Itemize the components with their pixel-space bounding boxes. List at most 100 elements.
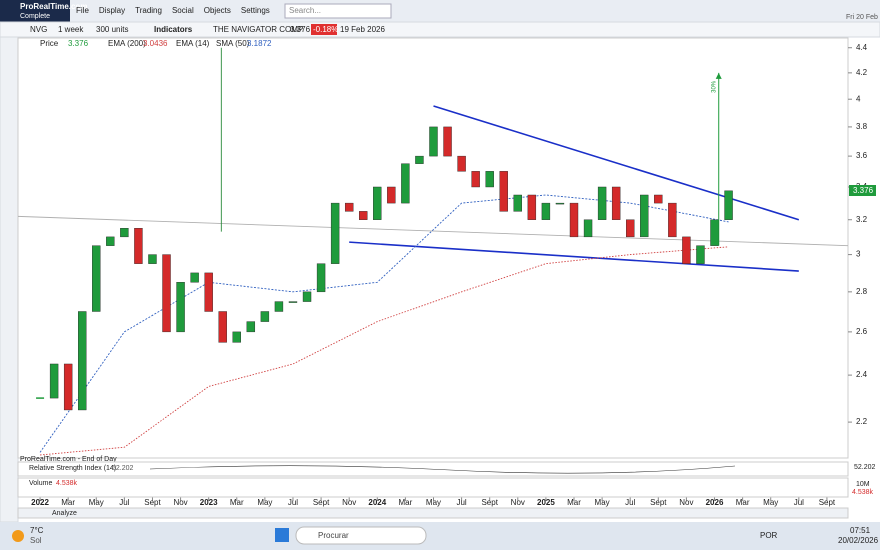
y-tick-label: 3 <box>856 250 861 259</box>
candle <box>344 202 354 212</box>
instrument-price: 3.376 <box>290 25 311 34</box>
x-tick-label: May <box>595 498 610 507</box>
candle <box>232 331 241 343</box>
x-tick-label: 2025 <box>537 498 555 507</box>
candle <box>569 202 579 238</box>
candle <box>120 228 129 238</box>
candle <box>611 186 621 220</box>
menu-item[interactable]: Social <box>172 6 194 15</box>
indicators-button[interactable]: Indicators <box>154 25 193 34</box>
data-source: ProRealTime.com - End of Day <box>20 456 117 463</box>
taskbar-search-text: Procurar <box>318 531 349 540</box>
taskbar <box>0 522 880 550</box>
units[interactable]: 300 units <box>96 25 128 34</box>
brand-box <box>0 0 70 22</box>
candle <box>724 190 733 220</box>
y-tick-label: 3.6 <box>856 151 868 160</box>
volume-label: Volume <box>29 480 52 487</box>
x-tick-label: 2026 <box>706 498 724 507</box>
volume-value: 4.538k <box>56 480 78 487</box>
trendline <box>433 105 800 221</box>
candle <box>92 245 101 312</box>
candle <box>415 155 424 164</box>
x-tick-label: May <box>426 498 441 507</box>
menu-item[interactable]: Display <box>99 6 125 15</box>
x-tick-label: Jul <box>625 498 635 507</box>
candle <box>597 186 607 220</box>
candle <box>288 301 298 303</box>
menu-item[interactable]: Trading <box>135 6 162 15</box>
menu-bar <box>0 0 880 22</box>
x-tick-label: Nov <box>342 498 356 507</box>
legend-sma50-value: 3.1872 <box>247 39 272 48</box>
indicator-line <box>40 246 729 456</box>
x-tick-label: Sept <box>819 498 836 507</box>
candle <box>330 202 340 264</box>
search-box[interactable] <box>284 3 392 19</box>
candle <box>316 263 326 293</box>
candle <box>190 272 199 283</box>
y-tick-label: 4.2 <box>856 68 868 77</box>
candle <box>696 245 705 264</box>
arrow-head <box>715 72 722 79</box>
candle <box>204 272 213 312</box>
x-tick-label: Sept <box>313 498 330 507</box>
x-tick-label: Mar <box>230 498 244 507</box>
candle <box>541 202 551 220</box>
x-tick-label: Jul <box>288 498 298 507</box>
instrument-change: -0.18% <box>313 25 338 34</box>
menu-item[interactable]: Objects <box>204 6 231 15</box>
x-tick-label: 2023 <box>200 498 218 507</box>
left-toolbar <box>0 36 19 523</box>
rsi-value: 52.202 <box>112 465 134 472</box>
candle <box>63 363 73 411</box>
x-tick-label: Nov <box>173 498 187 507</box>
start-button[interactable] <box>275 528 289 542</box>
candle <box>668 202 677 238</box>
brand: ProRealTime.com <box>20 2 87 11</box>
volume-pane <box>17 477 849 498</box>
search-placeholder: Search... <box>289 6 321 15</box>
change-badge <box>311 24 337 35</box>
menu-item[interactable]: File <box>76 6 89 15</box>
x-tick-label: Jul <box>456 498 466 507</box>
x-tick-label: Mar <box>398 498 412 507</box>
legend-ema200-name: EMA (200) <box>108 39 146 48</box>
candle <box>387 186 396 204</box>
y-tick-label: 2.6 <box>856 327 868 336</box>
candle <box>443 126 452 157</box>
period[interactable]: 1 week <box>58 25 84 34</box>
candle <box>654 194 663 204</box>
taskbar-search[interactable] <box>295 526 427 545</box>
ticker[interactable]: NVG <box>30 25 47 34</box>
language: POR <box>760 531 778 540</box>
candle <box>527 194 537 220</box>
candle <box>359 211 368 220</box>
candle <box>373 186 382 220</box>
rsi-axis: 52.202 <box>854 464 876 471</box>
temperature: 7°C <box>30 526 44 535</box>
candle <box>640 194 649 238</box>
candle <box>78 311 87 411</box>
trendline <box>349 241 799 272</box>
scrollbar[interactable] <box>17 507 849 519</box>
candle <box>499 171 508 212</box>
candle <box>457 155 466 172</box>
candle <box>106 236 115 246</box>
arrow-label: 30% <box>711 80 717 93</box>
y-tick-label: 2.8 <box>856 287 868 296</box>
candle <box>485 171 494 188</box>
analyze-button[interactable]: Analyze <box>52 510 77 517</box>
instrument-date: 19 Feb 2026 <box>340 25 385 34</box>
x-tick-label: Nov <box>511 498 525 507</box>
menu-item[interactable]: Settings <box>241 6 270 15</box>
x-tick-label: 2022 <box>31 498 49 507</box>
x-tick-label: Sept <box>144 498 161 507</box>
trendline <box>17 215 849 247</box>
legend-price-name: Price <box>40 39 59 48</box>
x-tick-label: Sept <box>481 498 498 507</box>
x-tick-label: 2024 <box>368 498 386 507</box>
candle <box>49 363 59 399</box>
